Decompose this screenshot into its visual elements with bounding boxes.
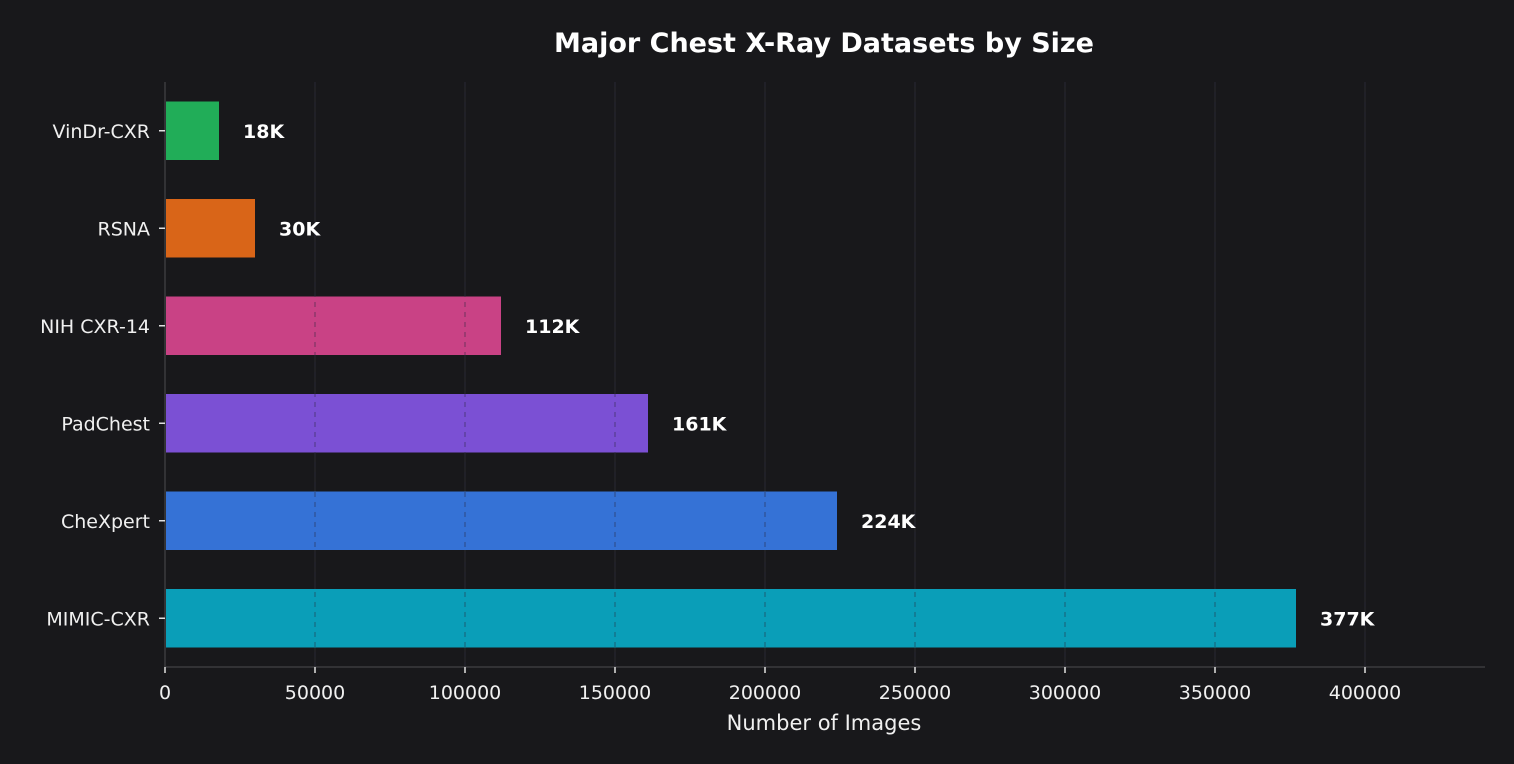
- bar: [166, 199, 255, 258]
- x-axis-ticks: 0 50000 100000 150000 200000 250000 300000 3500…: [159, 667, 1401, 704]
- data-label: 112K: [525, 316, 581, 338]
- axes: [164, 82, 1485, 668]
- data-label: 18K: [243, 121, 285, 143]
- data-label: 224K: [861, 511, 917, 533]
- y-tick-label: PadChest: [61, 413, 150, 435]
- bar: [166, 589, 1296, 648]
- y-tick-label: VinDr-CXR: [53, 121, 150, 143]
- x-tick-label: 200000: [729, 682, 802, 704]
- x-tick-label: 350000: [1179, 682, 1252, 704]
- bar: [166, 101, 219, 160]
- bars: [166, 101, 1296, 648]
- y-tick-label: NIH CXR-14: [40, 316, 150, 338]
- data-label: 377K: [1320, 608, 1376, 630]
- grid-lines: [314, 82, 1366, 667]
- x-tick-label: 50000: [285, 682, 345, 704]
- x-tick-label: 300000: [1029, 682, 1102, 704]
- chart-title: Major Chest X-Ray Datasets by Size: [554, 28, 1094, 59]
- y-tick-label: CheXpert: [61, 511, 150, 533]
- bar: [166, 296, 501, 355]
- x-tick-label: 400000: [1329, 682, 1402, 704]
- y-axis-ticks: MIMIC-CXR CheXpert PadChest NIH CXR-14 RSNA V…: [40, 121, 165, 630]
- bar: [166, 394, 648, 453]
- y-tick-label: RSNA: [98, 218, 150, 240]
- bar: [166, 491, 837, 550]
- data-label: 161K: [672, 413, 728, 435]
- x-tick-label: 100000: [429, 682, 502, 704]
- x-tick-label: 150000: [579, 682, 652, 704]
- x-axis-label: Number of Images: [727, 711, 922, 735]
- x-tick-label: 250000: [879, 682, 952, 704]
- x-tick-label: 0: [159, 682, 171, 704]
- data-label: 30K: [279, 218, 321, 240]
- data-labels: 377K 224K 161K 112K 30K 18K: [243, 121, 1376, 631]
- y-tick-label: MIMIC-CXR: [46, 608, 150, 630]
